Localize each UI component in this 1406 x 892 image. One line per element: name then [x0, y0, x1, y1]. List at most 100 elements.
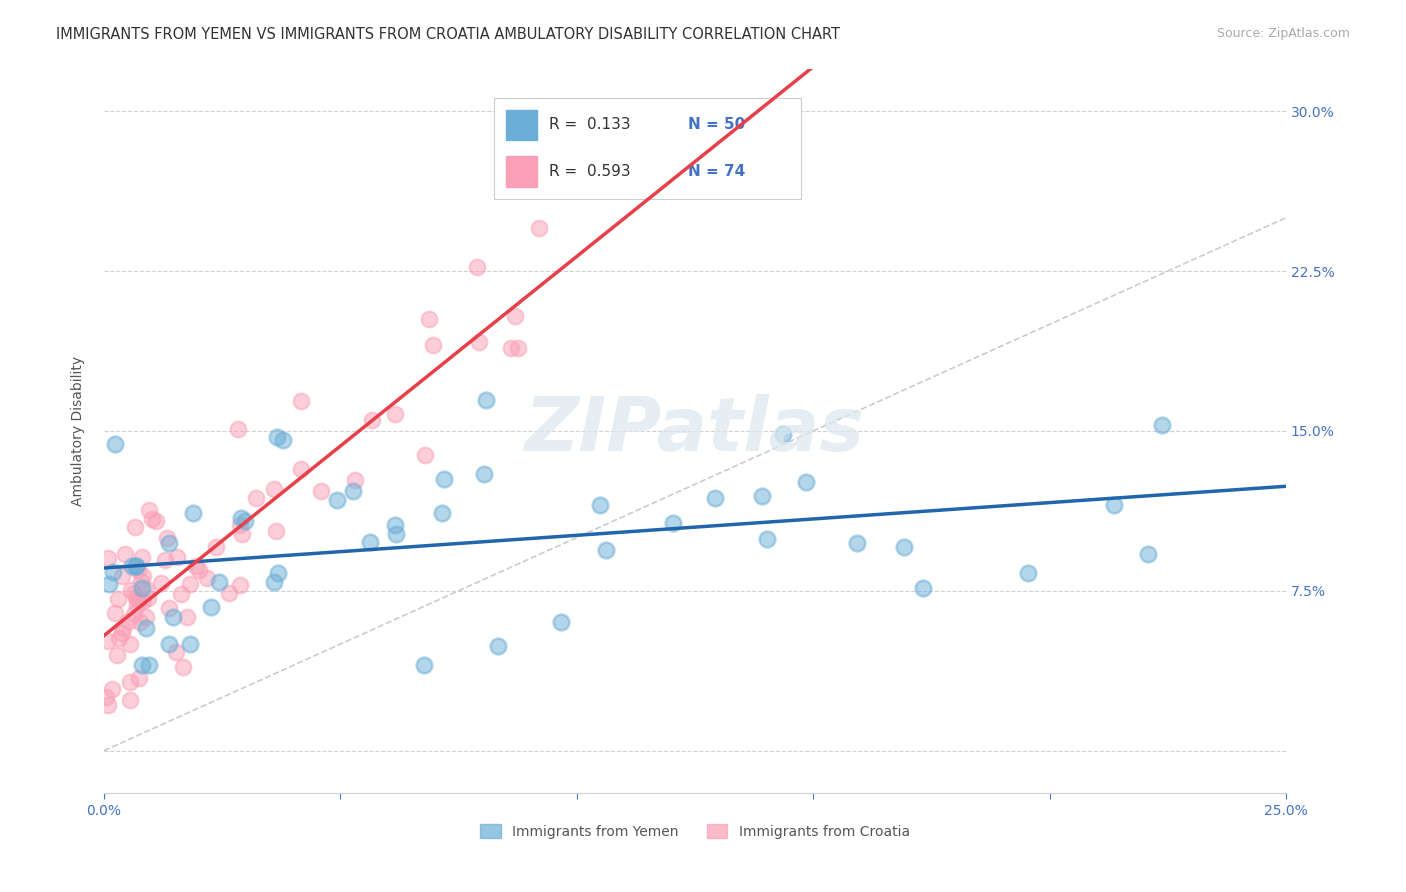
- Point: [114, 547, 136, 561]
- Point: [145, 514, 167, 528]
- Point: [104, 606, 127, 620]
- Point: [506, 342, 529, 356]
- Point: [229, 517, 252, 532]
- Point: [361, 413, 384, 427]
- Point: [430, 506, 453, 520]
- Legend: Immigrants from Yemen, Immigrants from Croatia: Immigrants from Yemen, Immigrants from C…: [475, 819, 915, 845]
- Point: [267, 566, 290, 580]
- Point: [120, 675, 142, 690]
- Point: [124, 519, 146, 533]
- Point: [150, 575, 173, 590]
- Point: [704, 491, 727, 505]
- Point: [105, 648, 128, 662]
- Point: [138, 503, 160, 517]
- Point: [132, 569, 155, 583]
- Point: [208, 574, 231, 589]
- Point: [751, 489, 773, 503]
- Point: [245, 491, 267, 506]
- Point: [474, 393, 496, 408]
- Point: [893, 541, 915, 555]
- Point: [141, 512, 163, 526]
- Point: [120, 637, 142, 651]
- Point: [108, 631, 131, 645]
- Point: [266, 430, 288, 444]
- Point: [218, 586, 240, 600]
- Point: [128, 671, 150, 685]
- Point: [205, 540, 228, 554]
- Point: [465, 260, 488, 274]
- Point: [1104, 498, 1126, 512]
- Point: [271, 434, 294, 448]
- Point: [188, 562, 211, 576]
- Point: [136, 591, 159, 605]
- Point: [179, 637, 201, 651]
- Point: [1017, 566, 1039, 581]
- Point: [165, 645, 187, 659]
- Point: [118, 614, 141, 628]
- Point: [127, 593, 149, 607]
- Point: [97, 634, 120, 648]
- Point: [418, 311, 440, 326]
- Point: [172, 660, 194, 674]
- Text: IMMIGRANTS FROM YEMEN VS IMMIGRANTS FROM CROATIA AMBULATORY DISABILITY CORRELATI: IMMIGRANTS FROM YEMEN VS IMMIGRANTS FROM…: [56, 27, 841, 42]
- Point: [412, 657, 434, 672]
- Point: [384, 518, 406, 533]
- Point: [468, 334, 491, 349]
- Point: [120, 582, 142, 597]
- Point: [135, 621, 157, 635]
- Text: ZIPatlas: ZIPatlas: [524, 394, 865, 467]
- Point: [486, 639, 509, 653]
- Point: [97, 576, 120, 591]
- Point: [124, 607, 146, 622]
- Point: [96, 690, 118, 704]
- Point: [104, 437, 127, 451]
- Point: [326, 492, 349, 507]
- Point: [131, 581, 153, 595]
- Point: [135, 609, 157, 624]
- Point: [153, 553, 176, 567]
- Point: [176, 610, 198, 624]
- Point: [384, 526, 406, 541]
- Point: [118, 693, 141, 707]
- Point: [101, 681, 124, 696]
- Point: [422, 338, 444, 352]
- Point: [111, 625, 134, 640]
- Point: [181, 506, 204, 520]
- Point: [501, 341, 523, 355]
- Point: [233, 515, 256, 529]
- Point: [121, 558, 143, 573]
- Point: [472, 467, 495, 482]
- Point: [127, 563, 149, 577]
- Point: [755, 533, 778, 547]
- Point: [162, 610, 184, 624]
- Point: [128, 615, 150, 629]
- Point: [135, 582, 157, 596]
- Text: Source: ZipAtlas.com: Source: ZipAtlas.com: [1216, 27, 1350, 40]
- Point: [112, 621, 135, 635]
- Point: [266, 524, 288, 539]
- Point: [309, 484, 332, 499]
- Point: [157, 600, 180, 615]
- Point: [228, 421, 250, 435]
- Point: [550, 615, 572, 630]
- Point: [662, 516, 685, 531]
- Point: [413, 448, 436, 462]
- Point: [129, 574, 152, 588]
- Point: [131, 549, 153, 564]
- Point: [290, 462, 312, 476]
- Point: [342, 484, 364, 499]
- Point: [132, 594, 155, 608]
- Point: [124, 591, 146, 605]
- Point: [846, 535, 869, 549]
- Point: [97, 550, 120, 565]
- Point: [384, 407, 406, 421]
- Point: [131, 658, 153, 673]
- Point: [111, 568, 134, 582]
- Point: [527, 221, 550, 235]
- Point: [359, 535, 381, 549]
- Point: [343, 473, 366, 487]
- Point: [588, 498, 610, 512]
- Point: [125, 559, 148, 574]
- Point: [229, 578, 252, 592]
- Point: [290, 394, 312, 409]
